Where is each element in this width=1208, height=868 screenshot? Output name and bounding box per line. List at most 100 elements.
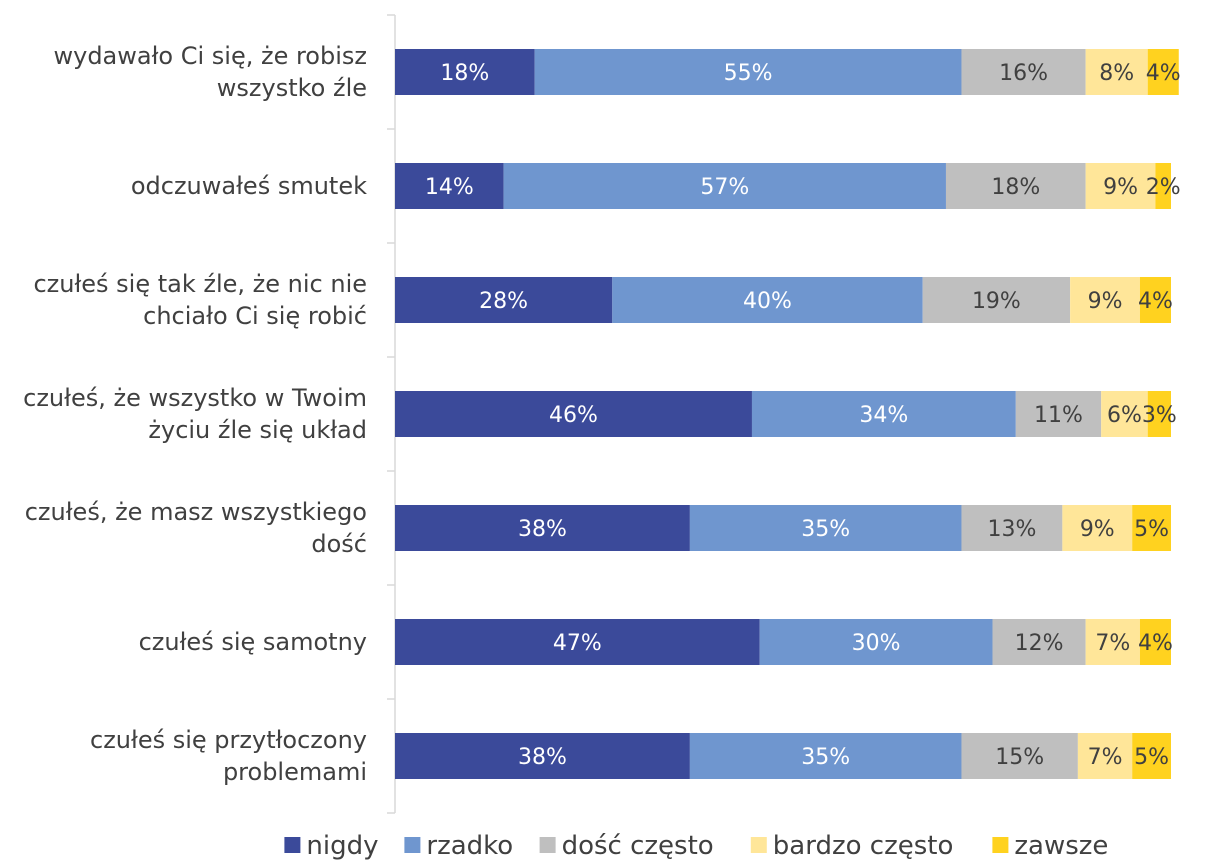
data-label: 3% [1142, 403, 1177, 428]
bar-segment-zawsze [1132, 505, 1171, 551]
data-label: 34% [859, 403, 908, 428]
bar-segment-bardzo-często [1062, 505, 1133, 551]
data-label: 35% [801, 517, 850, 542]
legend-item: nigdy [284, 831, 379, 861]
category-label: życiu źle się układ [148, 416, 367, 444]
data-label: 13% [987, 517, 1036, 542]
category-label: czułeś się tak źle, że nic nie [33, 270, 367, 298]
data-label: 7% [1088, 745, 1123, 770]
data-label: 14% [425, 175, 474, 200]
bar-segment-rzadko [689, 505, 962, 551]
data-label: 9% [1103, 175, 1138, 200]
bar-segment-bardzo-często [1085, 49, 1148, 95]
data-label: 38% [518, 745, 567, 770]
bar-segment-nigdy [395, 733, 690, 779]
legend: nigdy rzadko dość często bardzo często zawsz… [284, 831, 1108, 861]
bar-segment-bardzo-często [1070, 277, 1140, 323]
bar-segment-dość-często [1015, 391, 1102, 437]
category-label: wszystko źle [217, 74, 367, 102]
data-label: 5% [1134, 745, 1169, 770]
data-label: 15% [995, 745, 1044, 770]
bar-segment-rzadko [534, 49, 962, 95]
data-label: 9% [1080, 517, 1115, 542]
legend-label: bardzo często [773, 831, 954, 861]
bar-segment-dość-często [961, 505, 1063, 551]
category-label: problemami [223, 758, 367, 786]
bar-segment-bardzo-często [1101, 391, 1148, 437]
data-label: 55% [724, 61, 773, 86]
category-labels: wydawało Ci się, że robisz wszystko źle od… [23, 42, 367, 786]
bar-segment-zawsze [1147, 49, 1179, 95]
data-label: 18% [440, 61, 489, 86]
data-label: 8% [1099, 61, 1134, 86]
legend-swatch [404, 837, 421, 853]
bar-segment-dość-często [945, 163, 1086, 209]
bar-segment-dość-często [922, 277, 1071, 323]
bar-segment-dość-często [961, 733, 1078, 779]
data-label: 5% [1134, 517, 1169, 542]
bar-segment-rzadko [759, 619, 993, 665]
bar-segment-zawsze [1139, 619, 1171, 665]
bar-segment-nigdy [395, 505, 690, 551]
data-label: 7% [1095, 631, 1130, 656]
data-label: 47% [553, 631, 602, 656]
category-label: czułeś, że masz wszystkiego [25, 498, 367, 526]
bar-segment-nigdy [395, 163, 504, 209]
category-label: czułeś się przytłoczony [90, 726, 367, 754]
legend-label: nigdy [306, 831, 378, 861]
legend-item: bardzo często [750, 831, 954, 861]
legend-label: rzadko [426, 831, 513, 861]
bar-segment-nigdy [395, 49, 535, 95]
legend-item: rzadko [404, 831, 513, 861]
bars: 18% 55% 16% 8% 4% 14% 57% 18% 9% 2% 28% 40% 19% 9% 4% 4… [395, 49, 1181, 779]
category-label: chciało Ci się robić [143, 302, 367, 330]
data-label: 16% [999, 61, 1048, 86]
bar-segment-dość-często [961, 49, 1086, 95]
bar-segment-bardzo-często [1077, 733, 1133, 779]
bar-segment-rzadko [689, 733, 962, 779]
data-label: 9% [1088, 289, 1123, 314]
bar-segment-bardzo-często [1085, 163, 1156, 209]
bar-segment-zawsze [1132, 733, 1171, 779]
legend-label: dość często [562, 831, 714, 861]
bar-segment-nigdy [395, 277, 613, 323]
legend-label: zawsze [1014, 831, 1108, 861]
legend-item: dość często [539, 831, 714, 861]
data-label: 18% [991, 175, 1040, 200]
data-label: 6% [1107, 403, 1142, 428]
data-label: 30% [852, 631, 901, 656]
bar-segment-zawsze [1139, 277, 1171, 323]
bar-segment-rzadko [612, 277, 923, 323]
data-label: 4% [1138, 289, 1173, 314]
data-label: 4% [1138, 631, 1173, 656]
category-label: czułeś się samotny [139, 628, 367, 656]
bar-segment-zawsze [1147, 391, 1171, 437]
category-label: odczuwałeś smutek [131, 172, 367, 200]
data-label: 4% [1146, 61, 1181, 86]
bar-segment-rzadko [751, 391, 1016, 437]
data-label: 57% [700, 175, 749, 200]
data-label: 46% [549, 403, 598, 428]
data-label: 12% [1015, 631, 1064, 656]
category-label: wydawało Ci się, że robisz [53, 42, 367, 70]
bar-segment-dość-często [992, 619, 1086, 665]
data-label: 40% [743, 289, 792, 314]
data-label: 2% [1146, 175, 1181, 200]
bar-segment-nigdy [395, 391, 752, 437]
legend-swatch [750, 837, 767, 853]
category-label: czułeś, że wszystko w Twoim [23, 384, 367, 412]
bar-segment-zawsze [1155, 163, 1171, 209]
legend-swatch [539, 837, 556, 853]
legend-item: zawsze [992, 831, 1108, 861]
category-axis [387, 14, 396, 814]
data-label: 19% [972, 289, 1021, 314]
legend-swatch [284, 837, 301, 853]
legend-swatch [992, 837, 1009, 853]
bar-segment-nigdy [395, 619, 760, 665]
data-label: 35% [801, 745, 850, 770]
bar-segment-rzadko [503, 163, 946, 209]
data-label: 11% [1034, 403, 1083, 428]
bar-segment-bardzo-często [1085, 619, 1140, 665]
data-label: 28% [479, 289, 528, 314]
